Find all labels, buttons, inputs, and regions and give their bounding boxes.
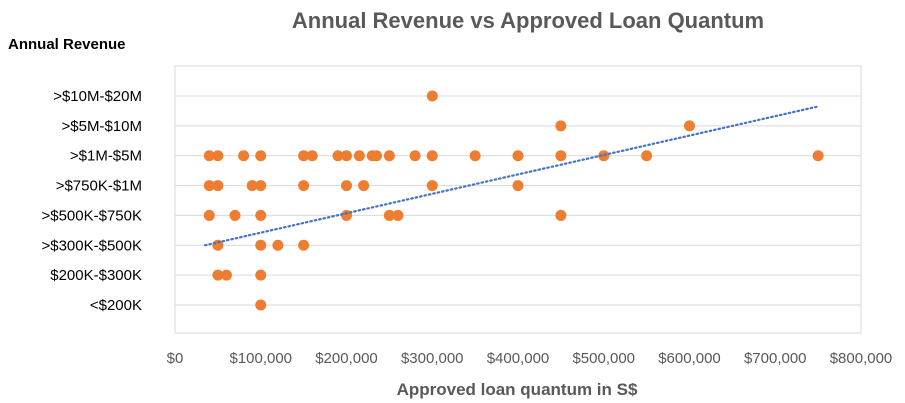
data-point	[255, 239, 267, 251]
data-point	[306, 150, 318, 162]
data-point	[255, 209, 267, 221]
y-tick-label: >$300K-$500K	[41, 237, 142, 254]
trendline-layer	[203, 105, 820, 247]
trendline	[203, 105, 820, 247]
data-point	[555, 209, 567, 221]
y-tick-label: <$200K	[90, 297, 142, 314]
y-tick-label: $200K-$300K	[50, 267, 142, 284]
data-point	[212, 150, 224, 162]
data-point	[341, 150, 352, 162]
data-point	[246, 180, 258, 192]
data-point	[512, 180, 524, 192]
data-point	[203, 150, 215, 162]
data-point	[426, 150, 438, 162]
y-tick-label: >$5M-$10M	[62, 118, 142, 135]
data-point	[229, 209, 241, 221]
x-tick-label: $200,000	[315, 350, 378, 367]
x-tick-label: $100,000	[229, 350, 292, 367]
x-axis-ticks: $0 $100,000 $200,000 $300,000 $400,000 $500,0…	[167, 350, 893, 367]
x-axis-title: Approved loan quantum in S$	[397, 380, 638, 399]
data-point	[409, 150, 421, 162]
data-point	[426, 180, 438, 192]
data-point	[298, 150, 310, 162]
data-point	[255, 180, 267, 192]
data-point	[341, 180, 352, 192]
x-tick-label: $400,000	[487, 350, 550, 367]
data-point	[353, 150, 365, 162]
y-tick-label: >$500K-$750K	[41, 207, 142, 224]
y-tick-label: >$10M-$20M	[53, 88, 142, 105]
x-tick-label: $0	[167, 350, 184, 367]
x-tick-label: $600,000	[658, 350, 721, 367]
x-tick-label: $500,000	[572, 350, 635, 367]
data-point	[383, 150, 395, 162]
data-point	[383, 209, 395, 221]
data-point	[812, 150, 824, 162]
data-point	[255, 150, 267, 162]
data-point	[684, 120, 695, 132]
data-point	[332, 150, 344, 162]
data-point	[255, 269, 267, 281]
data-point	[238, 150, 250, 162]
data-point	[392, 209, 404, 221]
data-point	[272, 239, 284, 251]
data-point	[512, 150, 524, 162]
y-tick-label: >$1M-$5M	[70, 148, 142, 165]
chart-title: Annual Revenue vs Approved Loan Quantum	[292, 8, 764, 33]
data-point	[212, 180, 224, 192]
y-axis-title: Annual Revenue	[8, 36, 126, 53]
data-point	[371, 150, 383, 162]
data-point	[555, 120, 567, 132]
x-tick-label: $700,000	[744, 350, 807, 367]
data-point	[298, 239, 310, 251]
data-point	[255, 299, 267, 311]
data-point	[220, 269, 232, 281]
data-point	[426, 90, 438, 102]
data-point	[641, 150, 653, 162]
x-tick-label: $800,000	[830, 350, 893, 367]
x-tick-label: $300,000	[401, 350, 464, 367]
data-point	[555, 150, 567, 162]
data-point	[203, 180, 215, 192]
data-points	[203, 90, 824, 311]
data-point	[298, 180, 310, 192]
data-point	[203, 209, 215, 221]
y-axis-ticks: <$200K $200K-$300K >$300K-$500K >$500K-$750…	[41, 88, 142, 314]
plot-area	[174, 65, 862, 334]
data-point	[212, 269, 224, 281]
data-point	[358, 180, 370, 192]
grid	[175, 95, 861, 306]
data-point	[469, 150, 481, 162]
y-tick-label: >$750K-$1M	[56, 178, 142, 195]
